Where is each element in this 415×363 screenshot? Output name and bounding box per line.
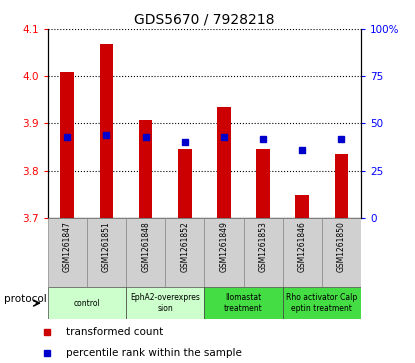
- Text: percentile rank within the sample: percentile rank within the sample: [66, 348, 242, 358]
- Bar: [205, 218, 244, 287]
- Text: control: control: [73, 299, 100, 307]
- Text: EphA2-overexpres
sion: EphA2-overexpres sion: [130, 293, 200, 313]
- Bar: [139, 120, 152, 218]
- Text: Ilomastat
treatment: Ilomastat treatment: [224, 293, 263, 313]
- Bar: [283, 287, 361, 319]
- Text: GSM1261853: GSM1261853: [259, 221, 268, 272]
- Bar: [61, 72, 74, 218]
- Bar: [322, 218, 361, 287]
- Text: GSM1261846: GSM1261846: [298, 221, 307, 272]
- Bar: [283, 218, 322, 287]
- Text: GSM1261848: GSM1261848: [141, 221, 150, 272]
- Bar: [295, 195, 309, 218]
- Bar: [334, 154, 348, 218]
- Bar: [48, 287, 126, 319]
- Bar: [48, 218, 87, 287]
- Text: protocol: protocol: [4, 294, 47, 305]
- Text: GSM1261852: GSM1261852: [180, 221, 189, 272]
- Bar: [256, 150, 270, 218]
- Bar: [205, 287, 283, 319]
- Text: GSM1261851: GSM1261851: [102, 221, 111, 272]
- Bar: [87, 218, 126, 287]
- Bar: [165, 218, 204, 287]
- Bar: [100, 44, 113, 218]
- Text: transformed count: transformed count: [66, 327, 163, 337]
- Text: GSM1261849: GSM1261849: [220, 221, 229, 272]
- Bar: [178, 150, 192, 218]
- Bar: [126, 287, 205, 319]
- Bar: [126, 218, 165, 287]
- Bar: [217, 107, 231, 218]
- Text: GSM1261850: GSM1261850: [337, 221, 346, 272]
- Text: Rho activator Calp
eptin treatment: Rho activator Calp eptin treatment: [286, 293, 357, 313]
- Title: GDS5670 / 7928218: GDS5670 / 7928218: [134, 12, 275, 26]
- Text: GSM1261847: GSM1261847: [63, 221, 72, 272]
- Bar: [244, 218, 283, 287]
